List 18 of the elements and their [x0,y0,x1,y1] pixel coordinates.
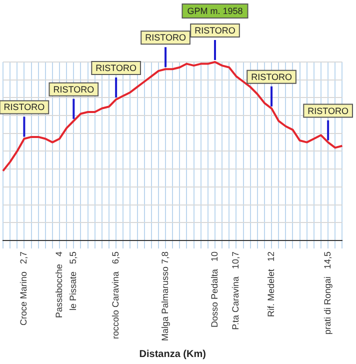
annotation: RISTORO [308,106,348,116]
x-tick-label: Croce Marino 2,7 [18,251,29,326]
x-tick-label: Rif. Medelet 12 [266,251,276,317]
x-tick-label: Passabocche 4 [54,251,64,318]
x-tick-label: roccolo Caravina 6,5 [110,251,121,340]
x-tick-label: P.ta Caravina 10,7 [230,251,241,330]
annotation: RISTORO [4,102,45,112]
x-tick-label: Malga Palmarusso 7,8 [160,251,170,342]
annotation: RISTORO [96,62,136,73]
annotation: RISTORO [145,32,186,43]
x-tick-label: prati di Rongai 14,5 [322,251,333,335]
x-axis-title: Distanza (Km) [139,348,206,360]
text: GPM m. 1958 [187,6,243,16]
x-tick-label: Dosso Pedalta 10 [209,251,220,328]
annotation: RISTORO [53,84,94,94]
annotation: RISTORO [194,25,236,36]
annotation: RISTORO [251,72,292,82]
x-tick-label: le Pissate 5,5 [68,251,78,311]
